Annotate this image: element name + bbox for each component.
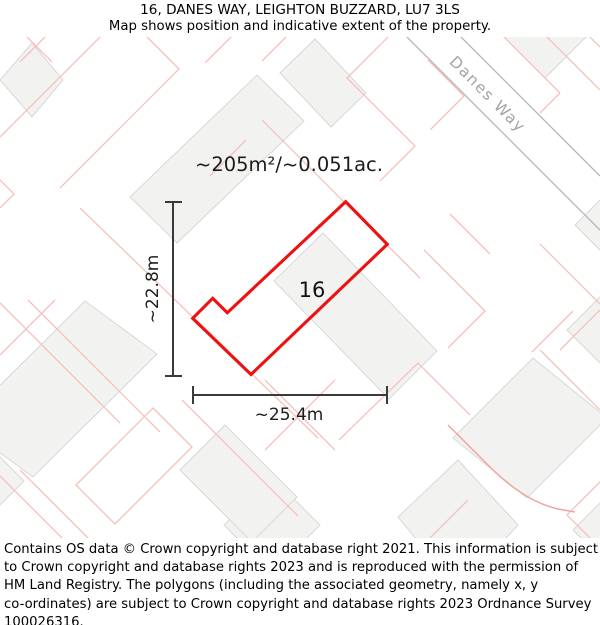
parcel-boundary-line <box>539 309 600 411</box>
parcel-lines-layer <box>0 30 600 540</box>
parcel-boundary-line <box>261 119 421 279</box>
dimension-line-horizontal <box>192 386 388 404</box>
attribution-line: co-ordinates) are subject to Crown copyr… <box>4 596 592 612</box>
parcel-boundary-line <box>75 407 193 525</box>
parcel-boundary-line <box>427 59 465 131</box>
building-footprint-plot-16 <box>273 232 438 400</box>
area-label: ~205m²/~0.051ac. <box>195 153 383 176</box>
width-dimension-label: ~25.4m <box>255 405 324 425</box>
map-canvas: Danes Way ~205m²/~0.051ac. ~22.8m ~25.4m… <box>0 30 600 540</box>
attribution-line: HM Land Registry. The polygons (includin… <box>4 578 539 594</box>
attribution-line: 100026316. <box>4 614 84 625</box>
parcel-boundary-line <box>0 469 91 540</box>
parcel-boundary-line <box>59 30 180 189</box>
building-footprint <box>499 30 591 79</box>
building-footprint <box>397 459 519 540</box>
page-subtitle: Map shows position and indicative extent… <box>108 18 492 34</box>
building-footprint <box>0 456 25 506</box>
parcel-boundary-line <box>496 30 600 114</box>
building-footprint <box>179 424 298 540</box>
attribution-line: to Crown copyright and database rights 2… <box>4 560 579 576</box>
building-footprint <box>574 199 600 251</box>
parcel-boundary-line <box>429 499 469 539</box>
parcel-boundary-line <box>566 481 600 540</box>
plot-number-label: 16 <box>299 278 326 302</box>
property-outline <box>190 199 390 377</box>
dimension-layer: ~205m²/~0.051ac. ~22.8m ~25.4m <box>143 153 388 425</box>
building-footprint <box>452 357 600 499</box>
parcel-boundary-line <box>338 362 471 441</box>
parcel-boundary-line <box>531 243 600 353</box>
parcel-boundary-line <box>0 179 15 209</box>
building-footprint <box>0 300 158 478</box>
road-edge-line <box>453 30 600 177</box>
header: 16, DANES WAY, LEIGHTON BUZZARD, LU7 3LS… <box>0 0 600 37</box>
parcel-boundary-line <box>209 139 247 177</box>
parcel-boundary-line <box>346 30 416 182</box>
parcel-boundary-line <box>423 213 491 349</box>
parcel-boundary-line <box>264 379 336 451</box>
parcel-boundary-line <box>0 30 108 138</box>
dimension-line-vertical <box>165 201 182 377</box>
page-title: 16, DANES WAY, LEIGHTON BUZZARD, LU7 3LS <box>140 2 460 18</box>
road-edge-line <box>399 30 600 231</box>
building-footprint <box>279 38 367 128</box>
buildings-layer <box>0 30 600 540</box>
parcel-boundary-curve <box>447 424 576 513</box>
attribution-line: Contains OS data © Crown copyright and d… <box>4 542 599 557</box>
building-footprint <box>566 296 600 364</box>
parcel-boundary-line <box>181 399 299 517</box>
footer-attribution: Contains OS data © Crown copyright and d… <box>0 538 600 625</box>
parcel-boundary-line <box>0 299 161 433</box>
road-name-label: Danes Way <box>446 53 530 137</box>
building-footprint <box>572 502 600 540</box>
building-footprint <box>0 42 64 118</box>
height-dimension-label: ~22.8m <box>143 255 163 324</box>
